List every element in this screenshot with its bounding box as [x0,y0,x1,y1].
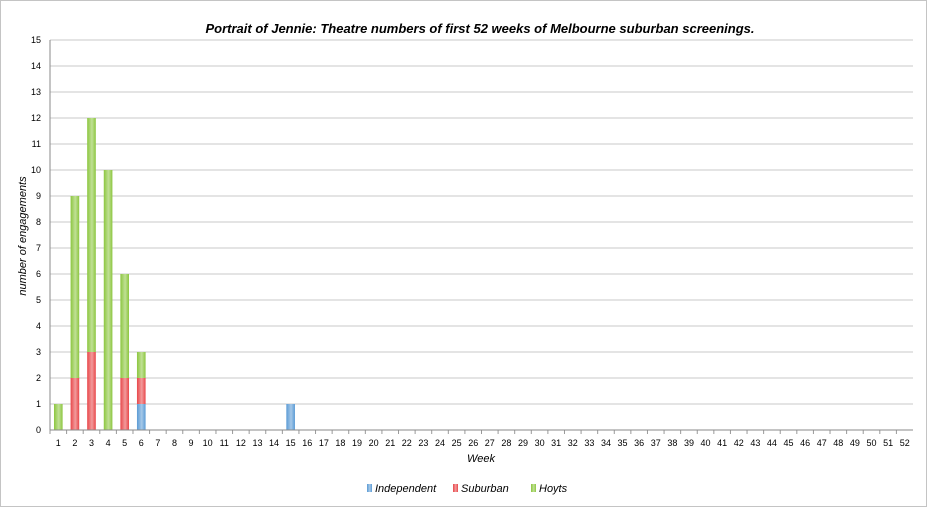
bar-suburban-week-5 [120,378,129,430]
y-tick-label: 15 [31,35,41,45]
x-tick-label: 50 [867,438,877,448]
x-tick-label: 37 [651,438,661,448]
bar-hoyts-week-2 [70,196,80,378]
x-tick-label: 12 [236,438,246,448]
x-tick-label: 34 [601,438,611,448]
chart-title: Portrait of Jennie: Theatre numbers of f… [205,21,754,36]
legend-label-suburban: Suburban [461,483,509,495]
bar-hoyts-week-4 [103,170,113,430]
y-tick-label: 0 [36,425,41,435]
bar-hoyts-week-6 [136,352,146,378]
x-tick-label: 38 [667,438,677,448]
x-tick-label: 9 [189,438,194,448]
x-tick-label: 41 [717,438,727,448]
legend-swatch-suburban [453,484,458,492]
x-tick-label: 22 [402,438,412,448]
x-tick-label: 8 [172,438,177,448]
bar-suburban-week-2 [70,378,80,430]
y-tick-label: 1 [36,399,41,409]
x-tick-label: 10 [203,438,213,448]
bars [53,118,295,430]
x-tick-label: 26 [468,438,478,448]
y-tick-label: 10 [31,165,41,175]
x-tick-label: 19 [352,438,362,448]
legend-label-hoyts: Hoyts [539,483,568,495]
legend-swatch-independent [367,484,372,492]
y-tick-label: 5 [36,295,41,305]
x-tick-label: 7 [155,438,160,448]
legend-swatch-hoyts [531,484,536,492]
x-axis-label: Week [467,453,495,465]
x-tick-label: 44 [767,438,777,448]
x-axis-ticks: 1 2 3 4 5 6 7 8 9 10 11 12 13 14 15 16 17 18 19 20 21 22 23 24 2… [49,430,910,448]
x-tick-label: 47 [817,438,827,448]
x-tick-label: 15 [286,438,296,448]
y-tick-label: 8 [36,217,41,227]
x-tick-label: 23 [418,438,428,448]
x-tick-label: 45 [784,438,794,448]
y-tick-label: 2 [36,373,41,383]
bar-hoyts-week-1 [53,404,63,430]
bar-suburban-week-3 [87,352,96,430]
x-tick-label: 49 [850,438,860,448]
x-tick-label: 3 [89,438,94,448]
x-tick-label: 39 [684,438,694,448]
x-tick-label: 31 [551,438,561,448]
x-tick-label: 52 [900,438,910,448]
y-tick-label: 4 [36,321,41,331]
x-tick-label: 21 [385,438,395,448]
bar-independent-week-6 [136,404,146,430]
x-tick-label: 16 [302,438,312,448]
x-tick-label: 17 [319,438,329,448]
gridlines [50,39,913,405]
x-tick-label: 43 [750,438,760,448]
y-tick-label: 14 [31,61,41,71]
x-tick-label: 35 [618,438,628,448]
x-tick-label: 46 [800,438,810,448]
bar-hoyts-week-3 [87,118,96,352]
x-tick-label: 13 [252,438,262,448]
legend-label-independent: Independent [375,483,437,495]
y-tick-label: 6 [36,269,41,279]
y-tick-label: 7 [36,243,41,253]
y-tick-label: 13 [31,87,41,97]
x-tick-label: 2 [72,438,77,448]
x-tick-label: 1 [56,438,61,448]
x-tick-label: 5 [122,438,127,448]
x-tick-label: 14 [269,438,279,448]
x-tick-label: 24 [435,438,445,448]
y-axis-label: number of engagements [17,176,29,296]
x-tick-label: 32 [568,438,578,448]
legend: Independent Suburban Hoyts [367,483,568,495]
x-tick-label: 40 [701,438,711,448]
x-tick-label: 42 [734,438,744,448]
y-tick-label: 9 [36,191,41,201]
y-tick-label: 12 [31,113,41,123]
x-tick-label: 20 [369,438,379,448]
x-tick-label: 28 [501,438,511,448]
x-tick-label: 30 [535,438,545,448]
x-tick-label: 27 [485,438,495,448]
x-tick-label: 18 [335,438,345,448]
x-tick-label: 11 [220,438,229,448]
x-tick-label: 4 [106,438,111,448]
x-tick-label: 33 [584,438,594,448]
x-tick-label: 6 [139,438,144,448]
bar-independent-week-15 [286,404,295,430]
x-tick-label: 36 [634,438,644,448]
bar-suburban-week-6 [136,378,146,404]
x-tick-label: 29 [518,438,528,448]
x-tick-label: 51 [883,438,893,448]
y-tick-label: 11 [32,139,41,149]
y-tick-label: 3 [36,347,41,357]
x-tick-label: 25 [452,438,462,448]
x-tick-label: 48 [833,438,843,448]
bar-hoyts-week-5 [120,274,129,378]
